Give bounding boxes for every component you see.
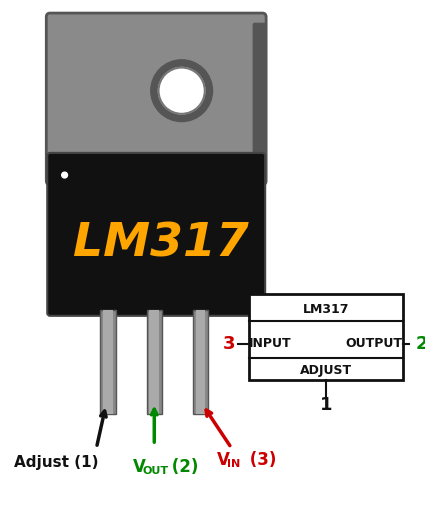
FancyBboxPatch shape <box>252 23 266 183</box>
Text: OUT: OUT <box>143 466 169 476</box>
Circle shape <box>159 67 205 114</box>
Circle shape <box>151 60 212 122</box>
FancyBboxPatch shape <box>46 13 266 185</box>
Text: LM317: LM317 <box>73 221 249 266</box>
Bar <box>196 310 205 414</box>
Text: V: V <box>133 458 146 476</box>
Text: V: V <box>217 452 230 470</box>
Text: 2: 2 <box>416 335 425 353</box>
Text: INPUT: INPUT <box>249 337 291 350</box>
Bar <box>249 294 403 381</box>
Circle shape <box>62 172 68 178</box>
Text: IN: IN <box>227 459 240 469</box>
Text: (3): (3) <box>244 452 276 470</box>
Text: 3: 3 <box>223 335 236 353</box>
Text: ADJUST: ADJUST <box>300 364 352 377</box>
Text: OUTPUT: OUTPUT <box>346 337 402 350</box>
Bar <box>193 310 208 414</box>
Bar <box>100 310 116 414</box>
Bar <box>103 310 113 414</box>
Bar <box>147 310 162 414</box>
Text: Adjust (1): Adjust (1) <box>14 455 99 470</box>
FancyBboxPatch shape <box>47 153 265 316</box>
Bar <box>150 310 159 414</box>
Text: LM317: LM317 <box>303 303 349 316</box>
Text: 1: 1 <box>320 396 332 414</box>
Text: (2): (2) <box>166 458 198 476</box>
